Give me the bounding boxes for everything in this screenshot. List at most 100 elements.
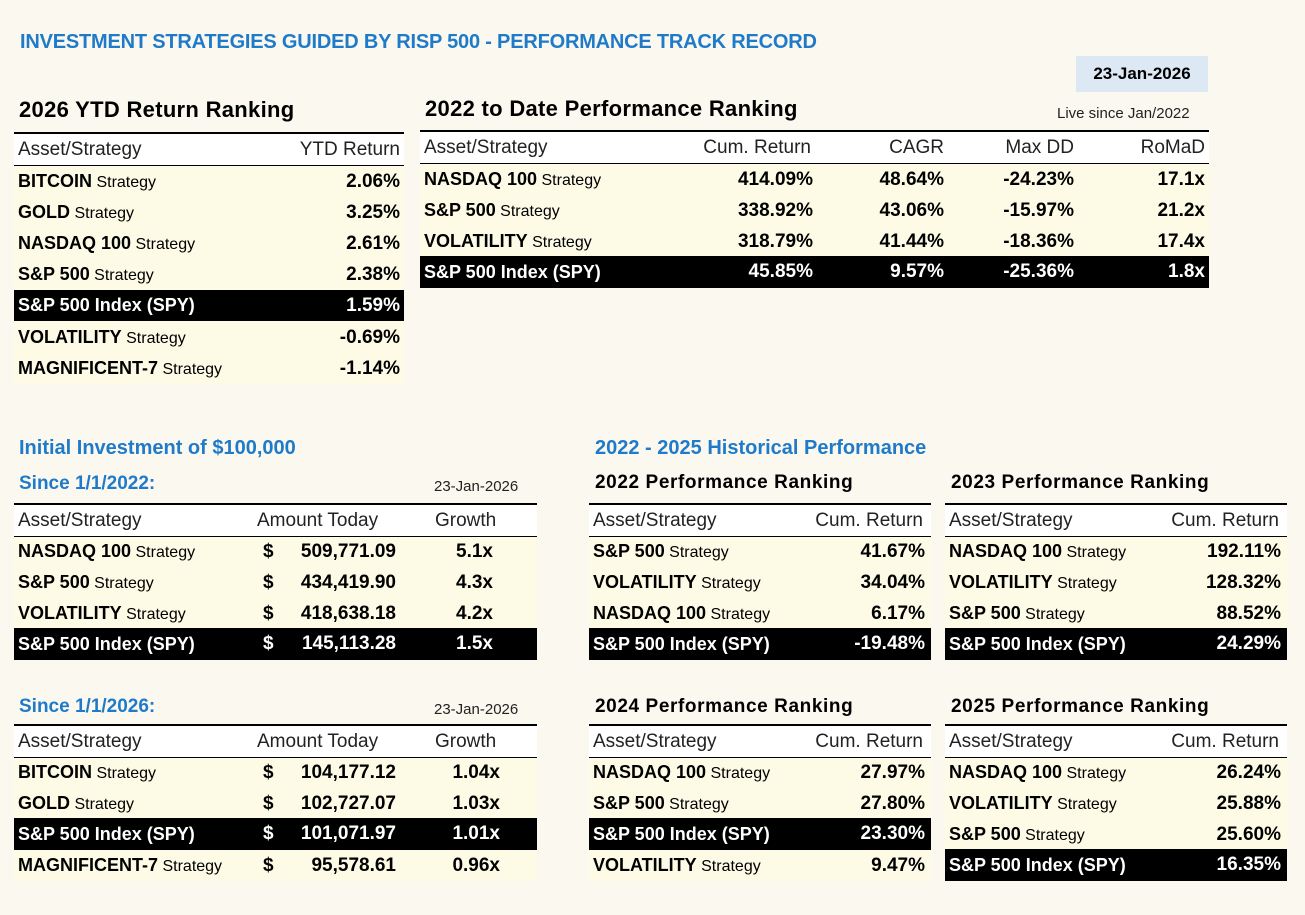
cum-return: 45.85%: [748, 261, 813, 282]
ytd-table: Asset/Strategy YTD Return BITCOIN Strate…: [14, 132, 404, 384]
spy-row: S&P 500 Index (SPY) 24.29%: [945, 628, 1287, 660]
table-header: Asset/Strategy Cum. Return: [945, 724, 1287, 758]
row-name: VOLATILITY: [593, 855, 697, 875]
table-header: Asset/Strategy Amount Today Growth: [14, 724, 537, 758]
row-value: 23.30%: [860, 823, 925, 844]
table-row: VOLATILITY Strategy 128.32%: [945, 567, 1287, 598]
row-name: S&P 500 Index (SPY): [424, 261, 601, 282]
currency-symbol: $: [263, 823, 274, 844]
live-since-note: Live since Jan/2022: [1057, 105, 1190, 122]
row-suffix: Strategy: [532, 234, 592, 251]
romad: 1.8x: [1168, 261, 1205, 282]
row-name: NASDAQ 100: [949, 762, 1063, 782]
row-name: S&P 500 Index (SPY): [593, 823, 770, 844]
row-value: 41.67%: [860, 540, 925, 562]
row-suffix: Strategy: [135, 236, 196, 253]
row-suffix: Strategy: [126, 330, 186, 347]
row-value: 24.29%: [1216, 633, 1281, 654]
row-value: 2.61%: [346, 232, 400, 254]
row-value: 34.04%: [860, 571, 925, 593]
header-growth: Growth: [435, 509, 497, 531]
row-suffix: Strategy: [669, 544, 729, 561]
row-value: 192.11%: [1207, 540, 1281, 562]
table-row: BITCOIN Strategy $ 104,177.12 1.04x: [14, 757, 537, 788]
since-2022-date: 23-Jan-2026: [434, 478, 519, 495]
header-growth: Growth: [435, 730, 497, 752]
table-row: NASDAQ 100 Strategy 2.61%: [14, 228, 404, 259]
since-2026-date: 23-Jan-2026: [434, 701, 519, 718]
currency-symbol: $: [263, 792, 274, 814]
row-name: GOLD: [18, 202, 70, 222]
row-suffix: Strategy: [1025, 827, 1085, 844]
table-row: VOLATILITY Strategy $ 418,638.18 4.2x: [14, 598, 537, 629]
row-value: 88.52%: [1216, 602, 1281, 624]
romad: 17.4x: [1157, 230, 1205, 252]
table-row: S&P 500 Strategy 338.92% 43.06% -15.97% …: [420, 195, 1209, 226]
row-value: 9.47%: [871, 854, 925, 876]
ranking-2025-title: 2025 Performance Ranking: [951, 696, 1210, 717]
row-name: VOLATILITY: [18, 603, 122, 623]
row-suffix: Strategy: [135, 544, 196, 561]
cagr: 43.06%: [879, 199, 944, 221]
amount: 509,771.09: [300, 540, 396, 562]
row-suffix: Strategy: [1066, 544, 1127, 561]
ytd-title: 2026 YTD Return Ranking: [19, 97, 295, 122]
ranking-2025-table: Asset/Strategy Cum. Return NASDAQ 100 St…: [945, 724, 1287, 881]
row-name: VOLATILITY: [424, 231, 528, 251]
row-value: 25.88%: [1216, 792, 1281, 814]
table-row: VOLATILITY Strategy -0.69%: [14, 322, 404, 353]
table-row: GOLD Strategy $ 102,727.07 1.03x: [14, 788, 537, 819]
table-row: GOLD Strategy 3.25%: [14, 197, 404, 228]
row-name: VOLATILITY: [18, 327, 122, 347]
spy-row: S&P 500 Index (SPY) $ 101,071.97 1.01x: [14, 818, 537, 850]
header-cum-return: Cum. Return: [815, 730, 923, 752]
table-row: VOLATILITY Strategy 25.88%: [945, 788, 1287, 819]
header-cum-return: Cum. Return: [1171, 730, 1279, 752]
page-title: INVESTMENT STRATEGIES GUIDED BY RISP 500…: [20, 31, 817, 53]
table-row: NASDAQ 100 Strategy $ 509,771.09 5.1x: [14, 536, 537, 567]
table-row: NASDAQ 100 Strategy 414.09% 48.64% -24.2…: [420, 164, 1209, 195]
row-suffix: Strategy: [94, 575, 154, 592]
row-suffix: Strategy: [701, 575, 761, 592]
growth: 1.01x: [452, 823, 500, 844]
row-value: 2.38%: [346, 263, 400, 285]
since-2022-label: Since 1/1/2022:: [19, 473, 156, 494]
row-suffix: Strategy: [1066, 765, 1127, 782]
row-value: 26.24%: [1216, 761, 1281, 783]
row-value: 1.59%: [346, 294, 400, 316]
row-name: GOLD: [18, 793, 70, 813]
max-dd: -15.97%: [1003, 199, 1074, 221]
header-cum-return: Cum. Return: [1171, 509, 1279, 531]
cagr: 9.57%: [890, 261, 944, 282]
amount: 145,113.28: [301, 633, 396, 654]
since-2026-table: Asset/Strategy Amount Today Growth BITCO…: [14, 724, 537, 881]
header-cagr: CAGR: [889, 136, 944, 158]
row-suffix: Strategy: [126, 606, 186, 623]
header-ytd-return: YTD Return: [299, 138, 400, 160]
growth: 1.5x: [456, 633, 493, 654]
table-row: MAGNIFICENT-7 Strategy -1.14%: [14, 353, 404, 384]
amount: 95,578.61: [311, 854, 396, 876]
report-date-badge: 23-Jan-2026: [1076, 56, 1208, 92]
cagr: 48.64%: [879, 168, 944, 190]
row-name: S&P 500 Index (SPY): [593, 633, 770, 654]
row-name: S&P 500 Index (SPY): [949, 633, 1126, 654]
table-row: S&P 500 Strategy 41.67%: [589, 536, 931, 567]
row-name: MAGNIFICENT-7: [18, 358, 159, 378]
table-row: S&P 500 Strategy 2.38%: [14, 259, 404, 290]
todate-title: 2022 to Date Performance Ranking: [425, 96, 798, 121]
row-suffix: Strategy: [710, 606, 771, 623]
table-row: S&P 500 Strategy 88.52%: [945, 598, 1287, 629]
row-name: BITCOIN: [18, 762, 92, 782]
growth: 5.1x: [456, 540, 493, 562]
row-name: NASDAQ 100: [593, 603, 707, 623]
table-row: S&P 500 Strategy 27.80%: [589, 788, 931, 819]
historical-title: 2022 - 2025 Historical Performance: [595, 437, 927, 459]
row-suffix: Strategy: [500, 203, 560, 220]
row-value: 6.17%: [871, 602, 925, 624]
row-name: BITCOIN: [18, 171, 92, 191]
table-row: NASDAQ 100 Strategy 192.11%: [945, 536, 1287, 567]
spy-row: S&P 500 Index (SPY) 23.30%: [589, 818, 931, 850]
growth: 1.04x: [452, 761, 500, 783]
growth: 4.2x: [456, 602, 493, 624]
